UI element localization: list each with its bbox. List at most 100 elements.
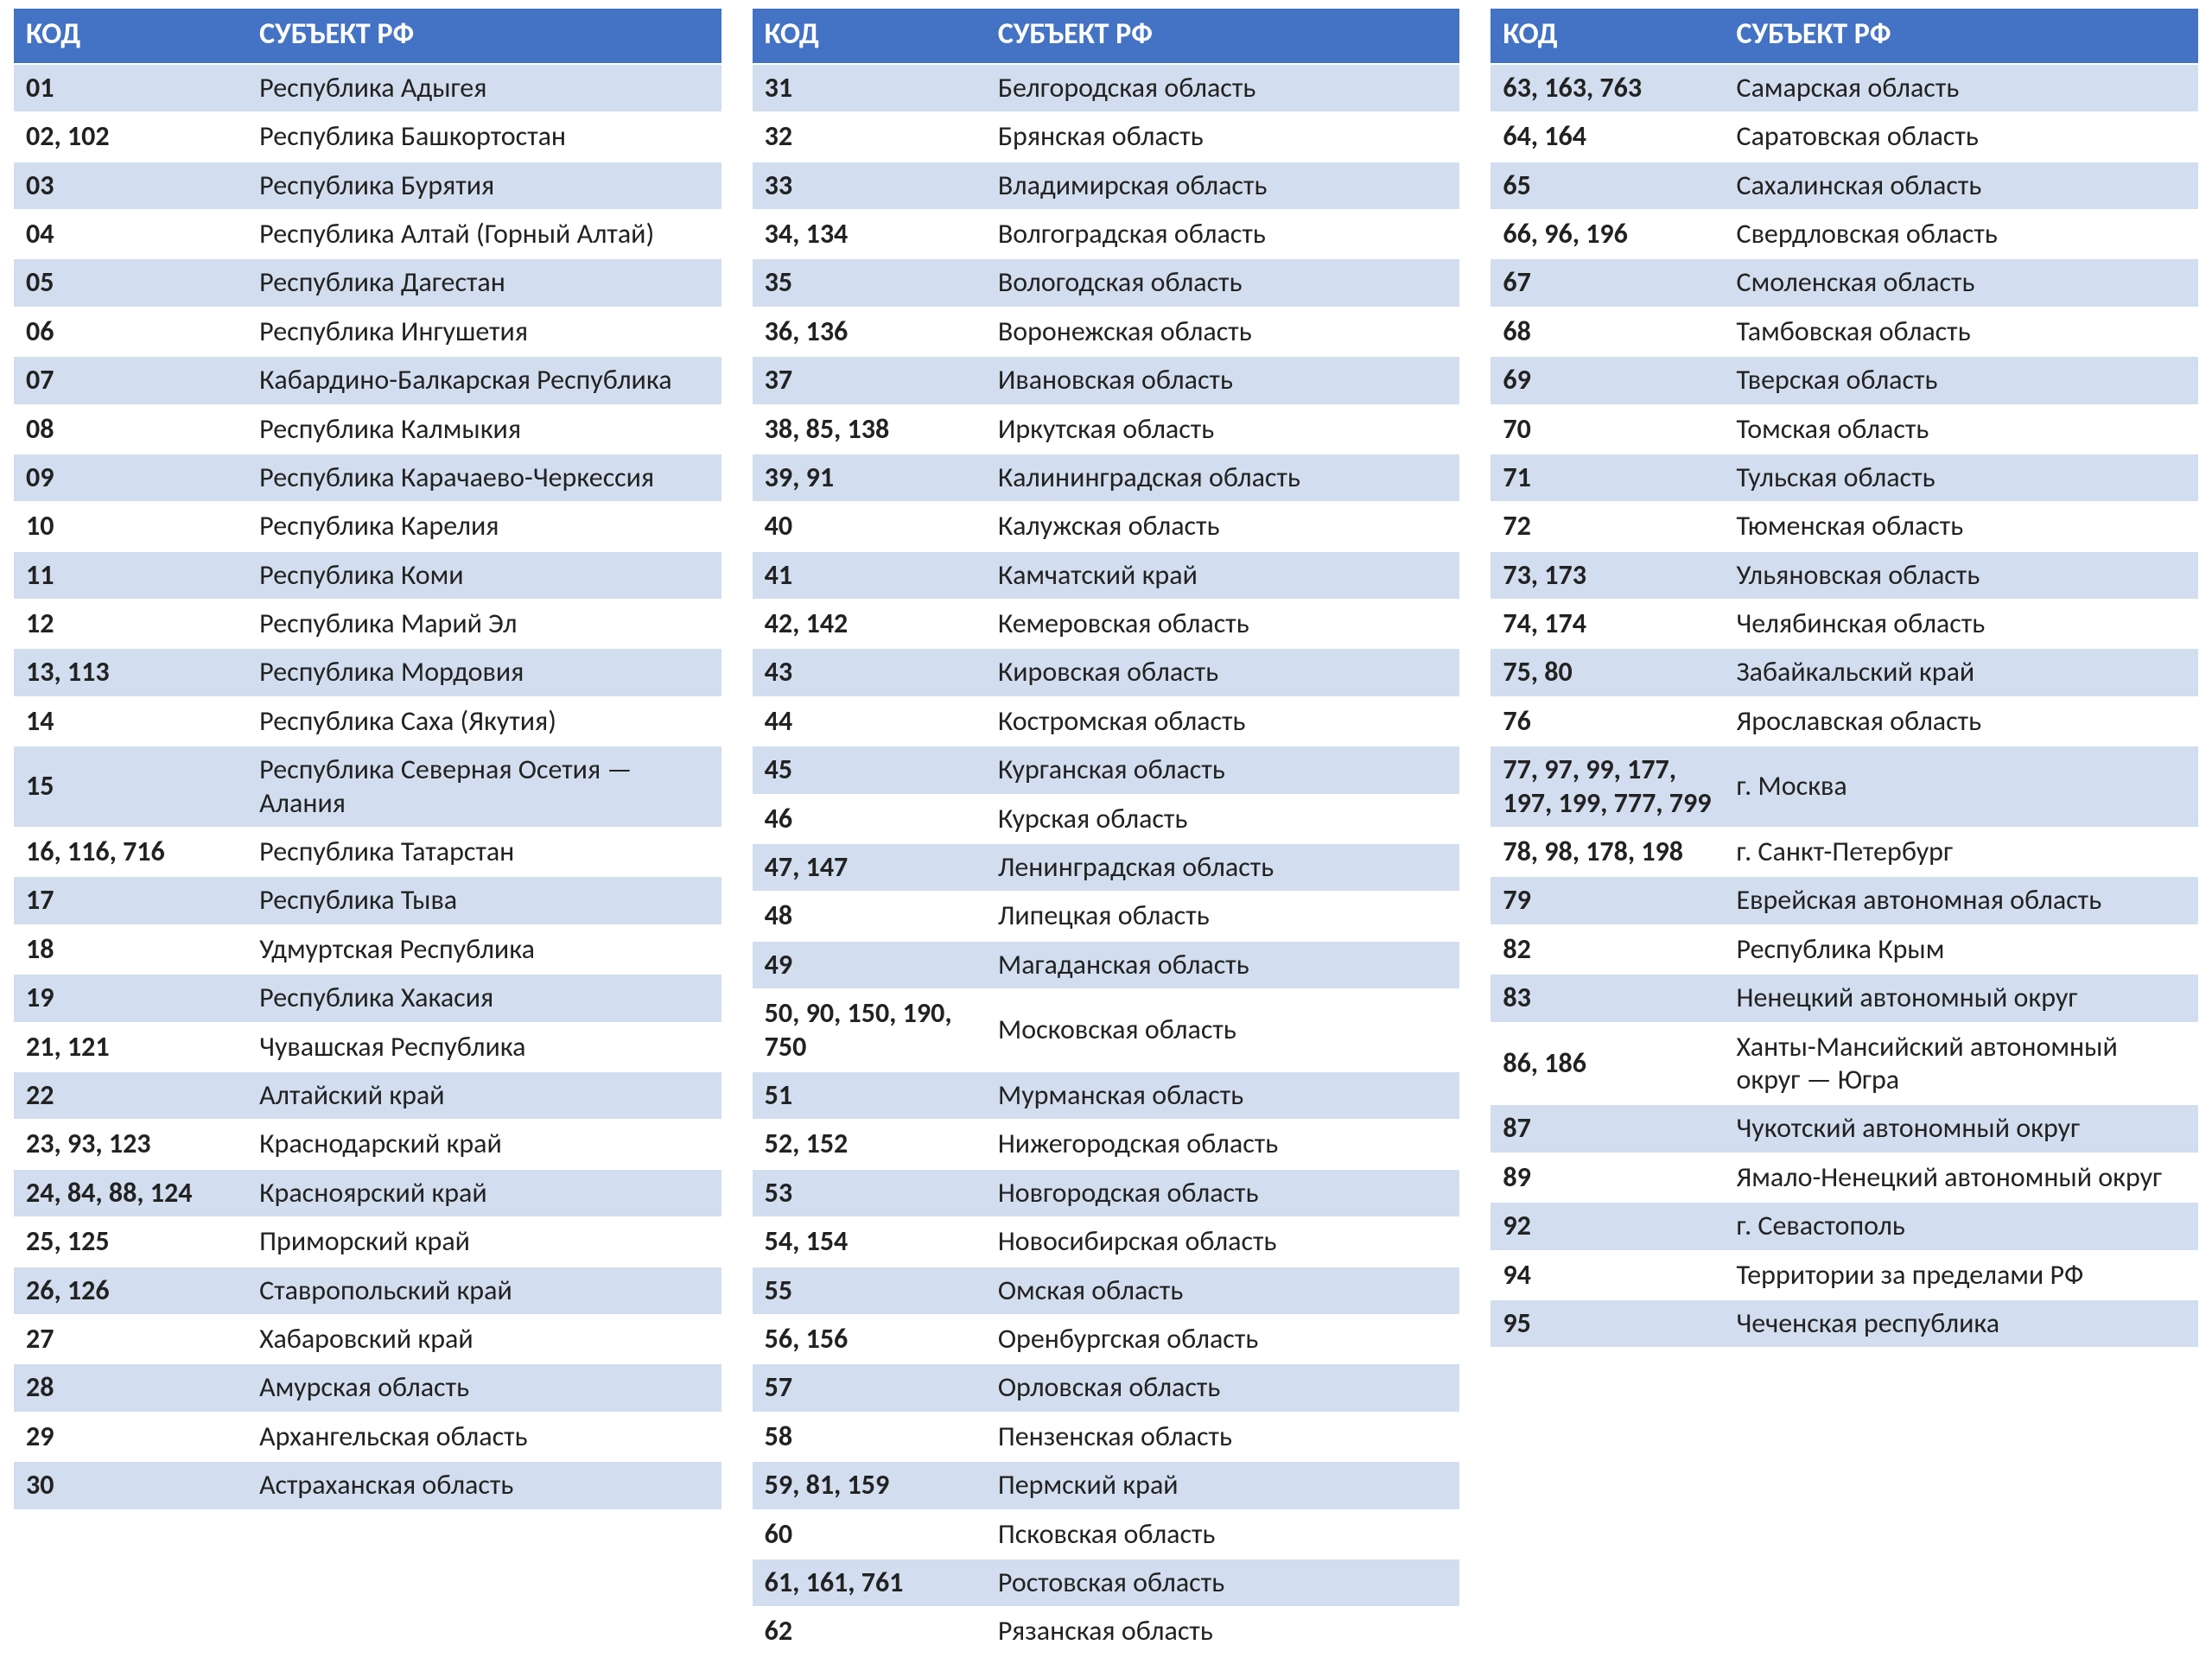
table-row: 13, 113Республика Мордовия xyxy=(14,648,721,696)
table-row: 72Тюменская область xyxy=(1491,502,2198,550)
table-row: 42, 142Кемеровская область xyxy=(753,600,1460,648)
table-row: 14Республика Саха (Якутия) xyxy=(14,697,721,746)
cell-subject: г. Севастополь xyxy=(1725,1202,2199,1250)
table-row: 47, 147Ленинградская область xyxy=(753,843,1460,892)
cell-subject: Московская область xyxy=(986,989,1460,1071)
table-row: 71Тульская область xyxy=(1491,454,2198,502)
cell-code: 01 xyxy=(14,64,247,112)
cell-code: 45 xyxy=(753,746,986,794)
cell-subject: Брянская область xyxy=(986,112,1460,161)
table-row: 65Сахалинская область xyxy=(1491,162,2198,210)
cell-code: 06 xyxy=(14,308,247,356)
cell-code: 46 xyxy=(753,795,986,843)
table-row: 05Республика Дагестан xyxy=(14,258,721,307)
cell-code: 72 xyxy=(1491,502,1724,550)
table-row: 24, 84, 88, 124Красноярский край xyxy=(14,1169,721,1217)
cell-code: 25, 125 xyxy=(14,1217,247,1266)
cell-code: 54, 154 xyxy=(753,1217,986,1266)
table-row: 21, 121Чувашская Республика xyxy=(14,1023,721,1071)
cell-code: 78, 98, 178, 198 xyxy=(1491,828,1724,876)
cell-subject: Псковская область xyxy=(986,1510,1460,1559)
cell-code: 65 xyxy=(1491,162,1724,210)
cell-subject: Республика Саха (Якутия) xyxy=(247,697,721,746)
cell-code: 31 xyxy=(753,64,986,112)
cell-subject: Магаданская область xyxy=(986,941,1460,989)
header-code: КОД xyxy=(753,8,986,64)
cell-subject: Ханты-Мансийский автономный округ — Югра xyxy=(1725,1023,2199,1105)
cell-code: 83 xyxy=(1491,974,1724,1022)
cell-code: 02, 102 xyxy=(14,112,247,161)
table-row: 82Республика Крым xyxy=(1491,925,2198,974)
cell-subject: Республика Ингушетия xyxy=(247,308,721,356)
table-row: 06Республика Ингушетия xyxy=(14,308,721,356)
cell-code: 75, 80 xyxy=(1491,648,1724,696)
cell-code: 19 xyxy=(14,974,247,1022)
cell-subject: Забайкальский край xyxy=(1725,648,2199,696)
cell-code: 56, 156 xyxy=(753,1315,986,1363)
cell-subject: Республика Крым xyxy=(1725,925,2199,974)
table-row: 57Орловская область xyxy=(753,1363,1460,1412)
cell-code: 58 xyxy=(753,1413,986,1461)
table-row: 94Территории за пределами РФ xyxy=(1491,1251,2198,1299)
table-row: 22Алтайский край xyxy=(14,1071,721,1120)
cell-code: 53 xyxy=(753,1169,986,1217)
table-row: 03Республика Бурятия xyxy=(14,162,721,210)
cell-code: 87 xyxy=(1491,1104,1724,1153)
cell-subject: Еврейская автономная область xyxy=(1725,876,2199,924)
cell-code: 18 xyxy=(14,925,247,974)
table-row: 66, 96, 196Свердловская область xyxy=(1491,210,2198,258)
cell-code: 08 xyxy=(14,405,247,454)
cell-code: 48 xyxy=(753,892,986,940)
cell-subject: Республика Дагестан xyxy=(247,258,721,307)
table-row: 15Республика Северная Осетия — Алания xyxy=(14,746,721,828)
cell-code: 74, 174 xyxy=(1491,600,1724,648)
cell-code: 52, 152 xyxy=(753,1120,986,1168)
cell-code: 60 xyxy=(753,1510,986,1559)
cell-code: 21, 121 xyxy=(14,1023,247,1071)
cell-subject: Тульская область xyxy=(1725,454,2199,502)
cell-code: 32 xyxy=(753,112,986,161)
table-row: 27Хабаровский край xyxy=(14,1315,721,1363)
cell-code: 51 xyxy=(753,1071,986,1120)
cell-subject: Самарская область xyxy=(1725,64,2199,112)
table-row: 10Республика Карелия xyxy=(14,502,721,550)
cell-code: 94 xyxy=(1491,1251,1724,1299)
table-row: 56, 156Оренбургская область xyxy=(753,1315,1460,1363)
table-row: 92г. Севастополь xyxy=(1491,1202,2198,1250)
cell-subject: Воронежская область xyxy=(986,308,1460,356)
cell-code: 77, 97, 99, 177, 197, 199, 777, 799 xyxy=(1491,746,1724,828)
cell-subject: Республика Коми xyxy=(247,551,721,600)
cell-code: 47, 147 xyxy=(753,843,986,892)
cell-code: 73, 173 xyxy=(1491,551,1724,600)
cell-code: 39, 91 xyxy=(753,454,986,502)
cell-subject: Амурская область xyxy=(247,1363,721,1412)
table-row: 86, 186Ханты-Мансийский автономный округ… xyxy=(1491,1023,2198,1105)
cell-subject: Камчатский край xyxy=(986,551,1460,600)
cell-code: 12 xyxy=(14,600,247,648)
table-row: 36, 136Воронежская область xyxy=(753,308,1460,356)
table-row: 75, 80Забайкальский край xyxy=(1491,648,2198,696)
table-row: 29Архангельская область xyxy=(14,1413,721,1461)
table-row: 30Астраханская область xyxy=(14,1461,721,1509)
cell-code: 35 xyxy=(753,258,986,307)
cell-subject: Архангельская область xyxy=(247,1413,721,1461)
table-row: 61, 161, 761Ростовская область xyxy=(753,1559,1460,1607)
table-row: 52, 152Нижегородская область xyxy=(753,1120,1460,1168)
table-row: 87Чукотский автономный округ xyxy=(1491,1104,2198,1153)
cell-subject: Пензенская область xyxy=(986,1413,1460,1461)
cell-subject: Иркутская область xyxy=(986,405,1460,454)
cell-code: 67 xyxy=(1491,258,1724,307)
tables-container: КОДСУБЪЕКТ РФ01Республика Адыгея02, 102Р… xyxy=(0,0,2212,1664)
table-row: 01Республика Адыгея xyxy=(14,64,721,112)
table-row: 16, 116, 716Республика Татарстан xyxy=(14,828,721,876)
cell-code: 61, 161, 761 xyxy=(753,1559,986,1607)
cell-subject: Республика Карелия xyxy=(247,502,721,550)
table-row: 53Новгородская область xyxy=(753,1169,1460,1217)
cell-code: 36, 136 xyxy=(753,308,986,356)
table-row: 74, 174Челябинская область xyxy=(1491,600,2198,648)
cell-subject: Республика Карачаево-Черкессия xyxy=(247,454,721,502)
table-row: 58Пензенская область xyxy=(753,1413,1460,1461)
cell-subject: Смоленская область xyxy=(1725,258,2199,307)
cell-subject: Республика Мордовия xyxy=(247,648,721,696)
table-row: 04Республика Алтай (Горный Алтай) xyxy=(14,210,721,258)
